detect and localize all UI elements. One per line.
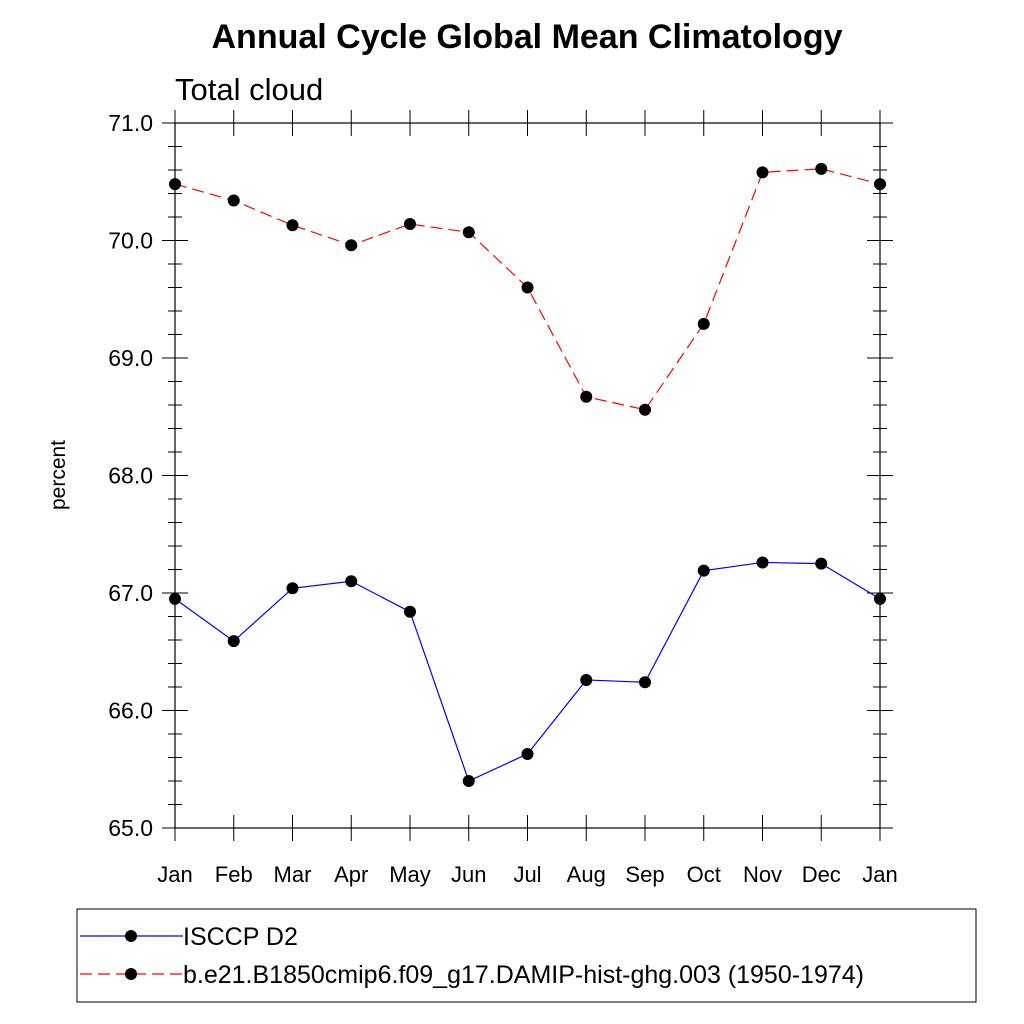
series-1-point (756, 556, 769, 569)
series-1-point (286, 582, 299, 595)
legend-box (76, 908, 977, 1003)
series-2-point (756, 166, 769, 179)
plot-area (169, 162, 886, 787)
x-tick-label: May (389, 862, 431, 887)
x-tick-label: Mar (274, 862, 312, 887)
legend: ISCCP D2 b.e21.B1850cmip6.f09_g17.DAMIP-h… (80, 923, 864, 989)
y-tick-label: 66.0 (108, 698, 153, 724)
y-tick-label: 71.0 (108, 110, 153, 136)
legend-swatch-marker-1 (125, 930, 137, 942)
series-2-point (345, 239, 358, 252)
y-tick-label: 68.0 (108, 463, 153, 489)
series-1-point (227, 635, 240, 648)
legend-label-1: ISCCP D2 (183, 923, 298, 951)
series-1-point (462, 775, 475, 787)
series-2-point (580, 390, 593, 403)
series-2-point (227, 194, 240, 207)
x-tick-label: Jun (451, 862, 486, 887)
y-tick-label: 67.0 (108, 580, 153, 606)
series-2-point (169, 178, 181, 191)
chart-title: Annual Cycle Global Mean Climatology (212, 18, 843, 56)
series-1-point (521, 747, 534, 760)
x-tick-label: Jan (157, 862, 192, 887)
x-tick-label: Nov (743, 862, 782, 887)
series-1-point (815, 557, 828, 570)
y-tick-label: 69.0 (108, 345, 153, 371)
x-tick-label: Oct (687, 862, 721, 887)
chart-subtitle: Total cloud (175, 72, 323, 107)
series-1-point (697, 564, 710, 577)
series-1-point (639, 676, 651, 689)
x-tick-label: Apr (334, 862, 368, 887)
plot-frame (174, 122, 881, 829)
y-tick-label: 70.0 (108, 228, 153, 254)
legend-label-2: b.e21.B1850cmip6.f09_g17.DAMIP-hist-ghg.… (183, 961, 864, 989)
series-2-point (815, 162, 828, 175)
x-tick-label: Jul (513, 862, 541, 887)
series-2-point (286, 219, 299, 232)
legend-swatch-marker-2 (125, 968, 137, 980)
series-2-point (874, 178, 886, 191)
series-2-point (697, 317, 710, 330)
series-1-point (580, 673, 593, 686)
x-tick-label: Jan (862, 862, 897, 887)
series-1-point (345, 575, 358, 588)
series-2-point (404, 218, 416, 231)
x-tick-label: Feb (215, 862, 253, 887)
x-tick-label: Aug (567, 862, 606, 887)
x-tick-label: Dec (802, 862, 841, 887)
y-axis-label: percent (47, 440, 70, 510)
x-tick-label: Sep (625, 862, 664, 887)
axes: 65.0 66.0 67.0 68.0 69.0 70.0 71.0 Jan Feb Mar Apr… (108, 110, 898, 887)
series-1-point (874, 592, 886, 605)
series-1-point (404, 605, 416, 618)
series-2-point (462, 226, 475, 239)
series-1-point (169, 592, 181, 605)
series-2-point (639, 403, 651, 416)
y-tick-label: 65.0 (108, 815, 153, 841)
series-2-point (521, 281, 534, 294)
